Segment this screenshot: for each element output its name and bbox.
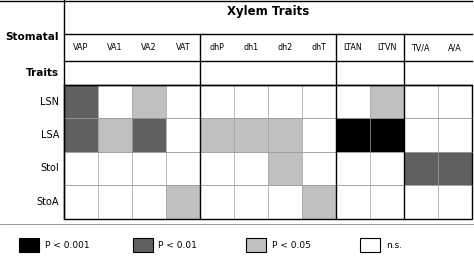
Text: dh2: dh2 — [277, 43, 292, 52]
Bar — [438, 85, 472, 118]
Bar — [19, 238, 39, 252]
Bar — [404, 118, 438, 152]
Bar — [200, 152, 234, 185]
Text: VA2: VA2 — [141, 43, 157, 52]
Bar — [132, 185, 166, 219]
Bar — [133, 238, 153, 252]
Bar — [64, 118, 98, 152]
Text: Xylem Traits: Xylem Traits — [227, 5, 309, 19]
Text: StoI: StoI — [40, 164, 59, 173]
Bar — [166, 185, 200, 219]
Bar — [370, 152, 404, 185]
Bar — [438, 185, 472, 219]
Bar — [404, 85, 438, 118]
Bar — [370, 118, 404, 152]
Bar — [200, 185, 234, 219]
Text: dh1: dh1 — [243, 43, 258, 52]
Bar — [404, 152, 438, 185]
Bar — [166, 118, 200, 152]
Bar — [98, 85, 132, 118]
Bar — [64, 185, 98, 219]
Bar — [302, 118, 336, 152]
Text: StoA: StoA — [37, 197, 59, 207]
Text: dhP: dhP — [210, 43, 224, 52]
Bar — [132, 85, 166, 118]
Text: dhT: dhT — [311, 43, 326, 52]
Bar — [166, 85, 200, 118]
Bar — [370, 85, 404, 118]
Bar — [438, 152, 472, 185]
Bar — [200, 85, 234, 118]
Bar — [268, 185, 302, 219]
Bar — [438, 118, 472, 152]
Text: TV/A: TV/A — [411, 43, 430, 52]
Text: LTAN: LTAN — [343, 43, 362, 52]
Bar — [246, 238, 266, 252]
Bar — [360, 238, 380, 252]
Bar — [64, 85, 472, 219]
Text: VA1: VA1 — [107, 43, 123, 52]
Text: A/A: A/A — [448, 43, 462, 52]
Text: LTVN: LTVN — [377, 43, 396, 52]
Bar — [268, 85, 302, 118]
Bar — [302, 85, 336, 118]
Bar — [64, 85, 98, 118]
Text: Stomatal: Stomatal — [6, 32, 59, 42]
Bar — [98, 152, 132, 185]
Text: VAT: VAT — [175, 43, 190, 52]
Text: Traits: Traits — [26, 68, 59, 78]
Bar — [336, 152, 370, 185]
Bar — [336, 185, 370, 219]
Bar — [234, 152, 268, 185]
Bar — [166, 152, 200, 185]
Bar — [370, 185, 404, 219]
Bar — [64, 152, 98, 185]
Text: VAP: VAP — [73, 43, 89, 52]
Bar — [132, 152, 166, 185]
Bar — [268, 152, 302, 185]
Bar — [98, 185, 132, 219]
Bar — [302, 185, 336, 219]
Bar — [98, 118, 132, 152]
Text: P < 0.001: P < 0.001 — [45, 241, 89, 250]
Bar — [336, 118, 370, 152]
Bar — [234, 185, 268, 219]
Bar — [200, 118, 234, 152]
Text: LSN: LSN — [40, 96, 59, 107]
Bar — [234, 118, 268, 152]
Bar — [404, 185, 438, 219]
Bar — [302, 152, 336, 185]
Text: P < 0.01: P < 0.01 — [158, 241, 197, 250]
Bar — [132, 118, 166, 152]
Text: LSA: LSA — [41, 130, 59, 140]
Text: n.s.: n.s. — [386, 241, 402, 250]
Bar — [336, 85, 370, 118]
Text: P < 0.05: P < 0.05 — [272, 241, 311, 250]
Bar — [234, 85, 268, 118]
Bar — [268, 118, 302, 152]
